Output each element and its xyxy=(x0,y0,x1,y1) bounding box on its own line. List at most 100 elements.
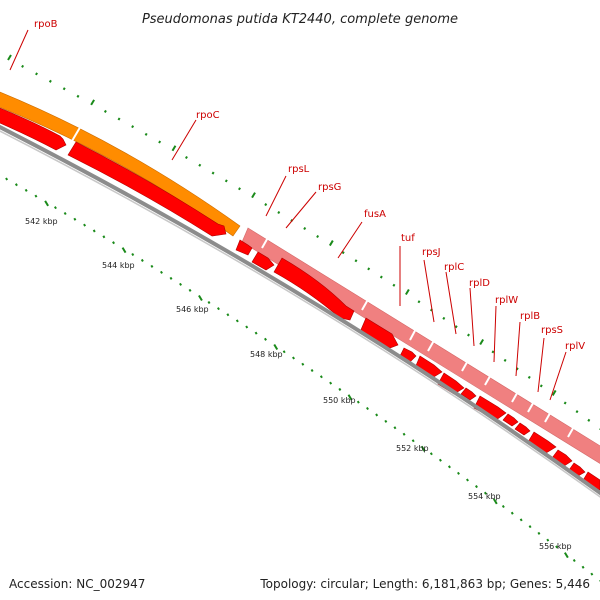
ruler-minor-tick xyxy=(76,94,80,98)
gene-label-tuf[interactable]: tuf xyxy=(401,233,415,244)
ruler-minor-tick xyxy=(63,211,67,215)
ruler-minor-tick xyxy=(411,439,415,443)
gene-label-rpoB[interactable]: rpoB xyxy=(34,19,58,30)
ruler-minor-tick xyxy=(466,478,469,482)
ruler-minor-tick xyxy=(150,264,154,268)
ruler-minor-tick xyxy=(53,206,57,210)
ruler-minor-tick xyxy=(319,375,323,379)
ruler-major-tick xyxy=(251,192,256,199)
ruler-minor-tick xyxy=(572,558,576,562)
accession-text: Accession: NC_002947 xyxy=(9,577,146,591)
ruler-minor-tick xyxy=(301,362,305,366)
gene-label-fusA[interactable]: fusA xyxy=(364,209,386,220)
ruler-minor-tick xyxy=(356,400,360,404)
ruler-minor-tick xyxy=(519,518,523,522)
operon-gap xyxy=(511,387,521,403)
map-title: Pseudomonas putida KT2440, complete geno… xyxy=(142,12,458,27)
ruler-minor-tick xyxy=(528,525,532,529)
gene-rpoC-arrow[interactable] xyxy=(67,141,227,237)
gene-cds-arrow[interactable] xyxy=(581,471,600,491)
gene-label-rpoC[interactable]: rpoC xyxy=(196,110,220,121)
ruler-major-tick xyxy=(273,344,279,351)
ruler-minor-tick xyxy=(375,413,379,417)
ruler-minor-tick xyxy=(338,387,342,391)
ruler-tick-label: 544 kbp xyxy=(102,261,135,270)
gene-label-rpsL[interactable]: rpsL xyxy=(288,164,310,175)
ruler-minor-tick xyxy=(235,319,239,323)
ruler-minor-tick xyxy=(563,401,567,405)
ruler-minor-tick xyxy=(429,452,433,456)
ruler-minor-tick xyxy=(581,565,585,569)
gene-label-rplD[interactable]: rplD xyxy=(469,278,490,289)
ruler-major-tick xyxy=(405,288,410,296)
gene-label-rplB[interactable]: rplB xyxy=(520,311,540,322)
gene-label-rplW[interactable]: rplW xyxy=(495,295,518,306)
ruler-minor-tick xyxy=(442,316,446,320)
ruler-minor-tick xyxy=(226,313,230,317)
ruler-minor-tick xyxy=(457,471,460,475)
gene-fusA-arrow[interactable] xyxy=(273,257,355,321)
gene-rplV-arrow[interactable] xyxy=(514,422,531,436)
ruler-minor-tick xyxy=(501,504,505,509)
ruler-minor-tick xyxy=(83,223,87,227)
operon-gap xyxy=(71,123,83,142)
ruler-minor-tick xyxy=(379,275,383,279)
gene-tuf-arrow[interactable] xyxy=(359,317,399,349)
gene-label-rpsG[interactable]: rpsG xyxy=(318,182,341,193)
gene-label-rplC[interactable]: rplC xyxy=(444,262,464,273)
ruler-minor-tick xyxy=(402,432,406,436)
ruler-minor-tick xyxy=(62,87,66,91)
ruler-minor-tick xyxy=(366,407,369,411)
operon-gap xyxy=(567,422,577,438)
ruler-minor-tick xyxy=(131,252,135,257)
gene-rpoB-arrow[interactable] xyxy=(0,104,67,151)
ruler-minor-tick xyxy=(392,283,396,287)
ruler-minor-tick xyxy=(503,358,507,362)
ruler-minor-tick xyxy=(224,179,228,183)
ruler-major-tick xyxy=(479,338,485,345)
ruler-minor-tick xyxy=(198,163,202,167)
operon-str-band[interactable] xyxy=(241,227,600,466)
operon-gap xyxy=(361,295,371,311)
ruler-major-tick xyxy=(328,240,334,247)
gene-rplW-arrow[interactable] xyxy=(460,387,477,401)
ruler-minor-tick xyxy=(575,410,579,414)
gene-rpsS-arrow[interactable] xyxy=(502,413,519,427)
gene-rpsJ-arrow[interactable] xyxy=(399,347,417,363)
operon-gap xyxy=(261,233,271,249)
gene-label-rpsJ[interactable]: rpsJ xyxy=(422,247,441,258)
gene-rpsG-arrow[interactable] xyxy=(251,251,275,271)
ruler-minor-tick xyxy=(264,203,268,207)
gene-cds-arrow[interactable] xyxy=(551,449,573,467)
ruler-minor-tick xyxy=(254,331,258,335)
ruler-minor-tick xyxy=(48,79,52,83)
operon-gap xyxy=(544,407,554,423)
ruler-major-tick xyxy=(420,445,426,452)
ruler-minor-tick xyxy=(238,187,241,191)
ruler-minor-tick xyxy=(282,350,286,354)
ruler-minor-tick xyxy=(483,491,487,495)
ruler-minor-tick xyxy=(169,276,173,280)
ruler-major-tick xyxy=(492,498,498,505)
ruler-minor-tick xyxy=(207,301,211,305)
ruler-minor-tick xyxy=(303,226,307,230)
ruler-minor-tick xyxy=(447,465,451,469)
ruler-minor-tick xyxy=(216,307,220,311)
ruler-minor-tick xyxy=(131,125,135,129)
operon-gap xyxy=(484,370,494,386)
ruler-minor-tick xyxy=(35,72,38,76)
ruler-minor-tick xyxy=(438,458,442,462)
gene-label-rpsS[interactable]: rpsS xyxy=(541,325,563,336)
ruler-minor-tick xyxy=(158,140,162,144)
ruler-tick-label: 542 kbp xyxy=(25,217,58,226)
ruler-minor-tick xyxy=(587,418,591,422)
ruler-tick-label: 550 kbp xyxy=(323,396,356,405)
ruler-minor-tick xyxy=(144,132,148,136)
ruler-minor-tick xyxy=(475,485,478,489)
ruler-tick-label: 554 kbp xyxy=(468,492,501,501)
ruler-minor-tick xyxy=(211,171,215,175)
gene-label-rplV[interactable]: rplV xyxy=(565,341,585,352)
ruler-minor-tick xyxy=(112,241,115,245)
ruler: 542 kbp 544 kbp 546 kbp 548 kbp 550 kbp 552 k… xyxy=(5,54,600,582)
gene-rpsL-arrow[interactable] xyxy=(235,239,253,256)
